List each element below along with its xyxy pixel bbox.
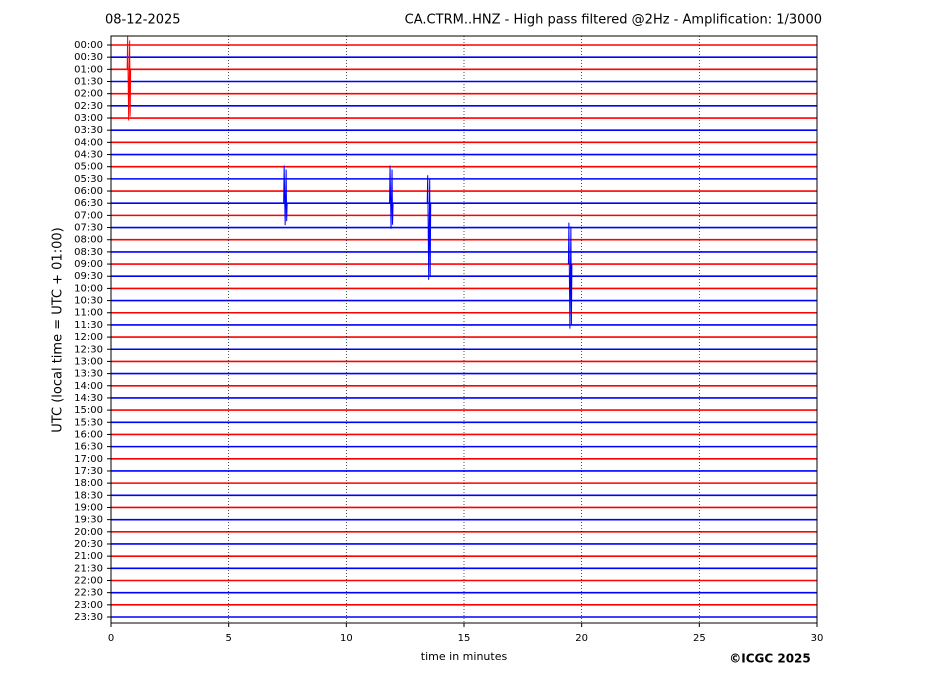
y-tick-label: 09:00	[74, 259, 103, 270]
y-tick-label: 23:30	[74, 612, 103, 623]
y-axis-label: UTC (local time = UTC + 01:00)	[51, 227, 66, 432]
seismic-event	[389, 165, 394, 229]
y-tick-label: 11:00	[74, 308, 103, 319]
x-tick-label: 0	[108, 633, 114, 644]
y-tick-label: 10:00	[74, 283, 103, 294]
y-tick-label: 17:00	[74, 454, 103, 465]
y-tick-label: 08:00	[74, 235, 103, 246]
x-tick-label: 15	[458, 633, 471, 644]
y-tick-label: 06:00	[74, 186, 103, 197]
date: 08-12-2025	[105, 13, 181, 28]
y-tick-label: 11:30	[74, 320, 103, 331]
y-tick-label: 13:30	[74, 369, 103, 380]
x-tick-label: 30	[811, 633, 824, 644]
credit: ©ICGC 2025	[729, 652, 811, 666]
y-tick-label: 02:00	[74, 89, 103, 100]
y-tick-label: 19:30	[74, 515, 103, 526]
seismic-event	[283, 165, 288, 226]
y-tick-label: 15:00	[74, 405, 103, 416]
y-tick-label: 08:30	[74, 247, 103, 258]
y-tick-label: 10:30	[74, 296, 103, 307]
y-tick-label: 16:00	[74, 429, 103, 440]
y-tick-label: 19:00	[74, 502, 103, 513]
y-tick-label: 20:30	[74, 539, 103, 550]
y-tick-label: 21:00	[74, 551, 103, 562]
y-tick-label: 01:30	[74, 77, 103, 88]
y-tick-label: 18:00	[74, 478, 103, 489]
seismic-event	[426, 175, 432, 280]
y-tick-label: 22:00	[74, 575, 103, 586]
y-tick-label: 00:00	[74, 40, 103, 51]
y-tick-label: 13:00	[74, 356, 103, 367]
y-tick-label: 22:30	[74, 588, 103, 599]
x-tick-label: 10	[340, 633, 353, 644]
y-tick-label: 03:30	[74, 125, 103, 136]
y-tick-label: 14:00	[74, 381, 103, 392]
plot-frame	[110, 35, 818, 624]
seismic-event	[126, 36, 132, 121]
y-tick-label: 23:00	[74, 600, 103, 611]
x-tick-label: 25	[693, 633, 706, 644]
y-tick-label: 14:30	[74, 393, 103, 404]
y-tick-label: 15:30	[74, 417, 103, 428]
y-tick-label: 21:30	[74, 563, 103, 574]
y-tick-label: 12:30	[74, 344, 103, 355]
y-tick-label: 09:30	[74, 271, 103, 282]
x-tick-label: 20	[575, 633, 588, 644]
y-tick-label: 06:30	[74, 198, 103, 209]
y-tick-label: 18:30	[74, 490, 103, 501]
y-tick-label: 12:00	[74, 332, 103, 343]
y-tick-label: 00:30	[74, 52, 103, 63]
y-tick-label: 07:00	[74, 210, 103, 221]
y-tick-label: 03:00	[74, 113, 103, 124]
y-tick-label: 07:30	[74, 223, 103, 234]
y-tick-label: 16:30	[74, 442, 103, 453]
y-tick-label: 20:00	[74, 527, 103, 538]
x-axis-label: time in minutes	[421, 650, 508, 663]
x-tick-label: 5	[225, 633, 231, 644]
chart-title: CA.CTRM..HNZ - High pass filtered @2Hz -…	[405, 13, 822, 28]
y-tick-label: 04:00	[74, 137, 103, 148]
y-tick-label: 05:30	[74, 174, 103, 185]
y-tick-label: 05:00	[74, 162, 103, 173]
y-tick-label: 01:00	[74, 64, 103, 75]
y-tick-label: 17:30	[74, 466, 103, 477]
y-tick-label: 02:30	[74, 101, 103, 112]
y-tick-label: 04:30	[74, 150, 103, 161]
seismic-event	[567, 222, 573, 329]
